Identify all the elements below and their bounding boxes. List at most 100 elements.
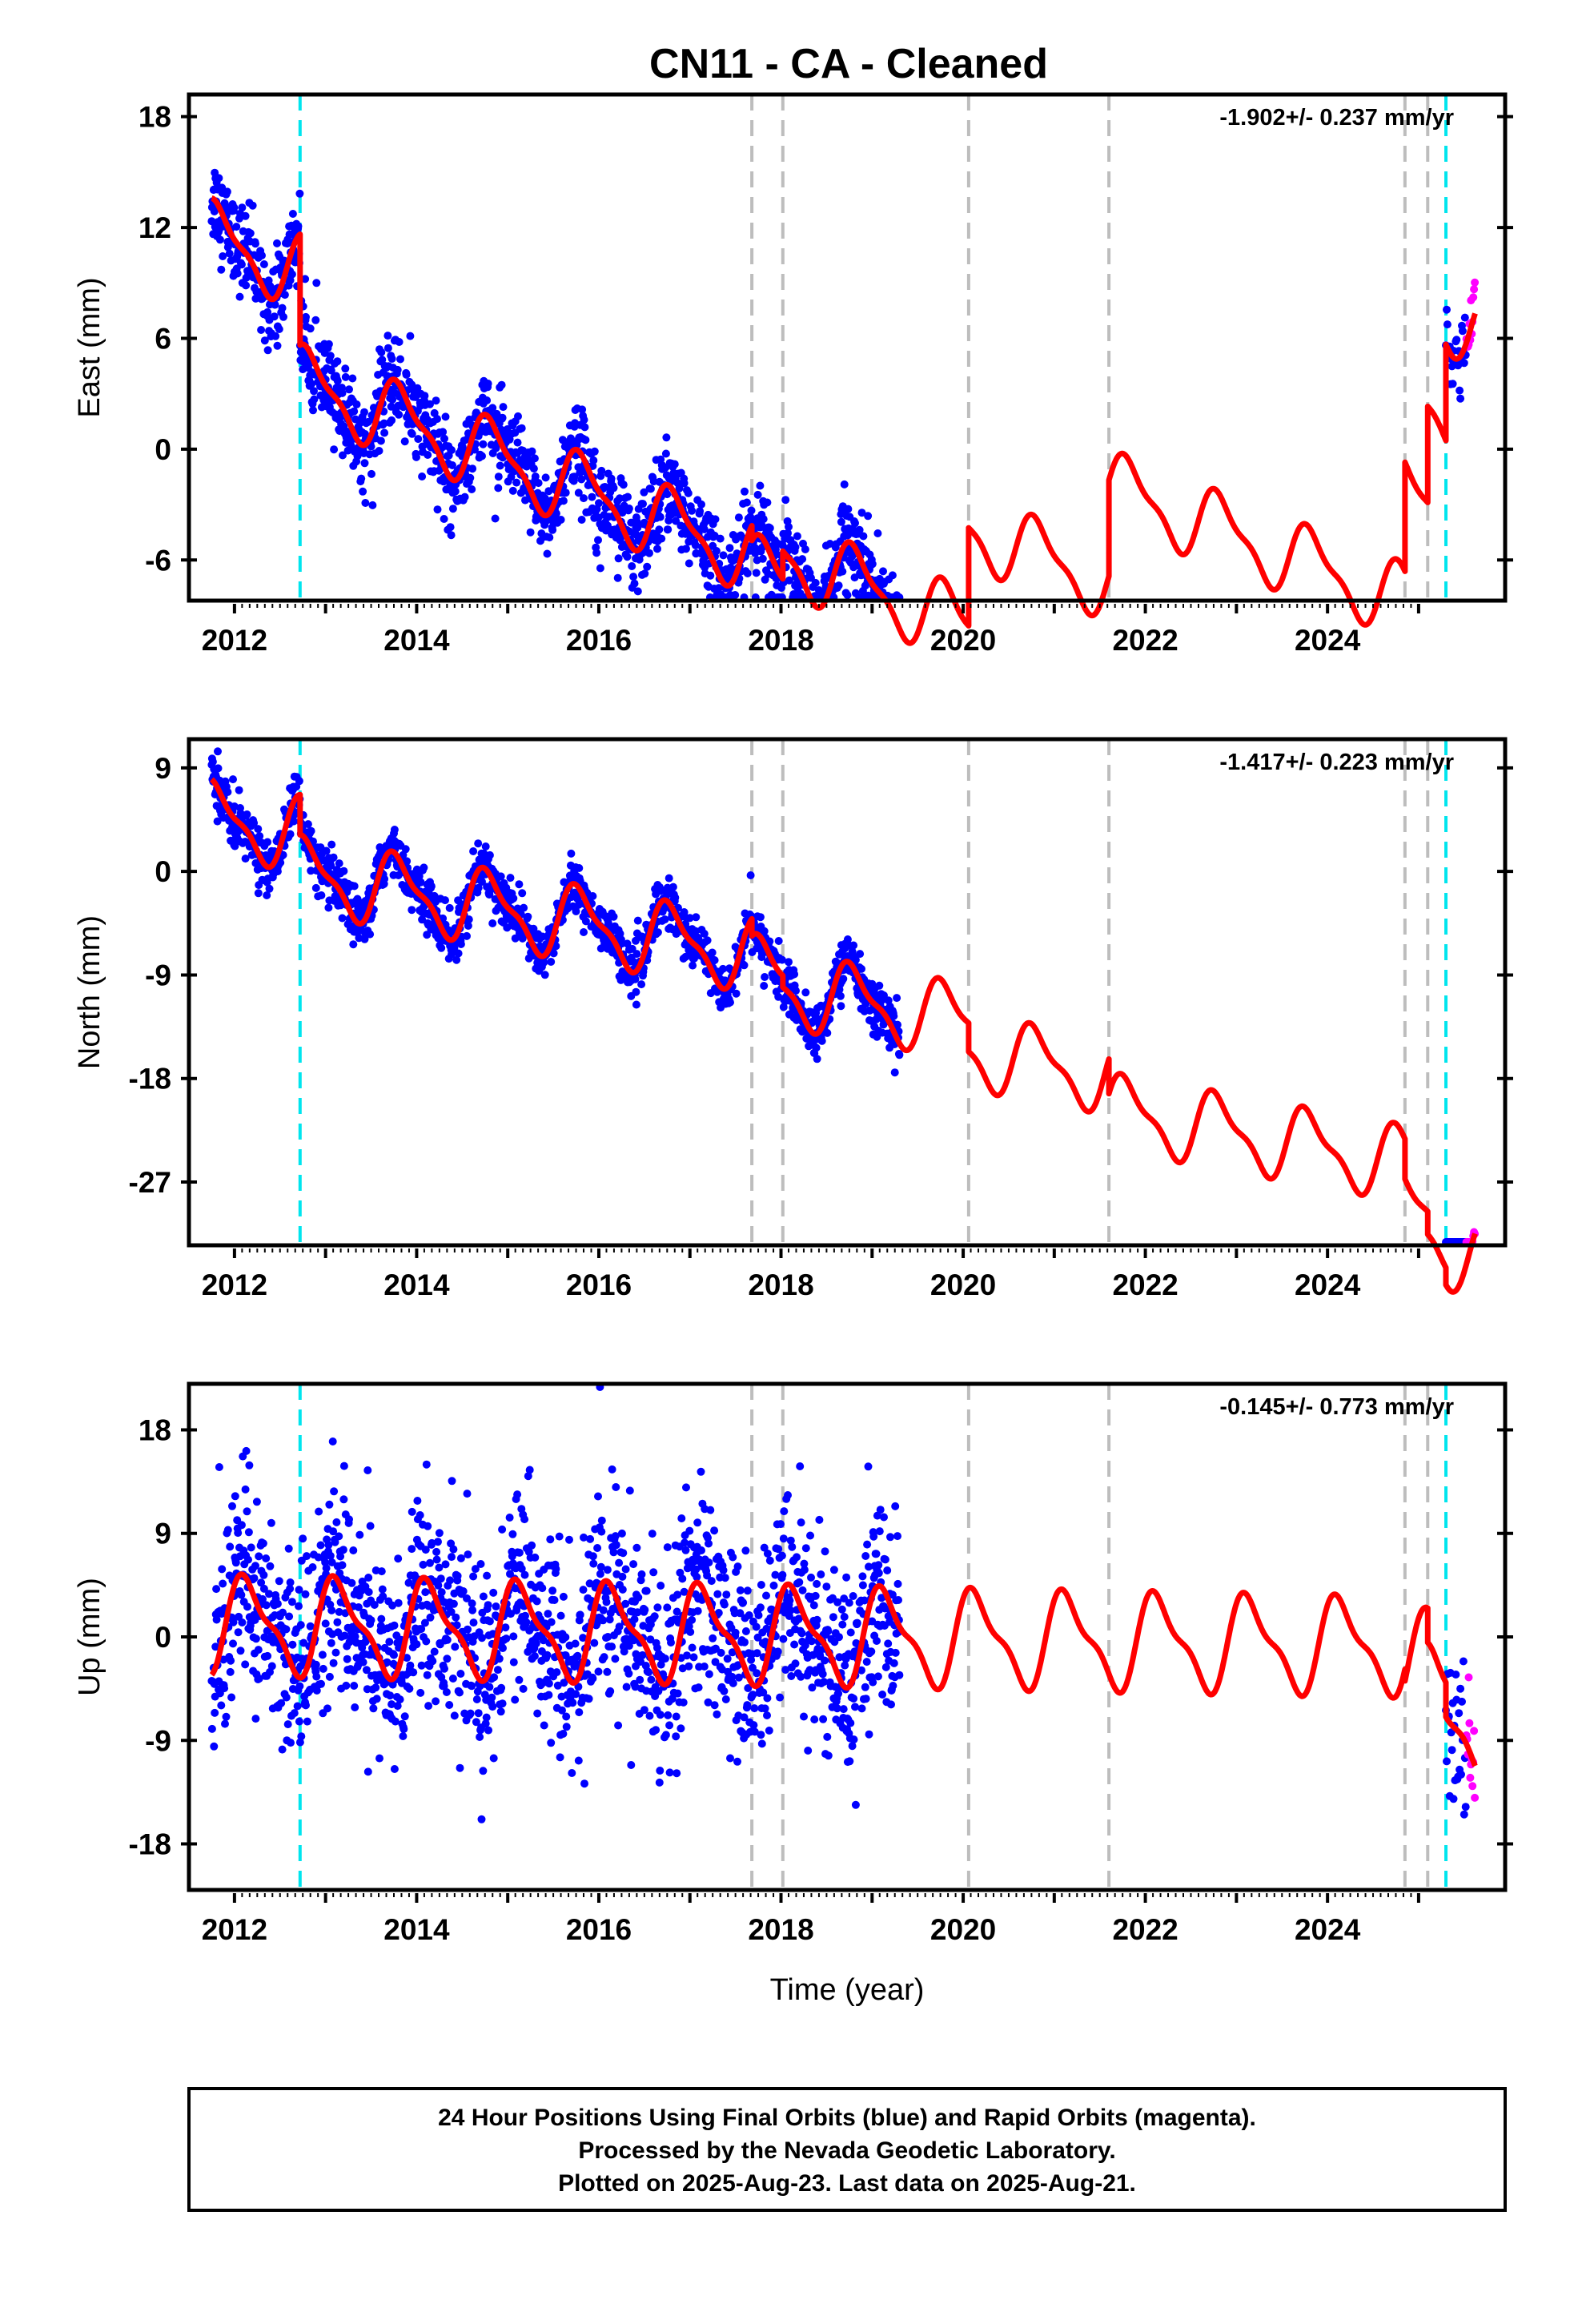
final-orbit-point [303, 1717, 311, 1726]
final-orbit-point [760, 982, 769, 990]
final-orbit-point [694, 1683, 703, 1692]
final-orbit-point [453, 1571, 462, 1580]
final-orbit-point [499, 403, 508, 412]
final-orbit-point [448, 446, 456, 454]
final-orbit-point [432, 1555, 441, 1564]
final-orbit-point [552, 1565, 560, 1574]
final-orbit-point [477, 1815, 486, 1823]
final-orbit-point [217, 265, 226, 274]
final-orbit-point [377, 1567, 386, 1576]
final-orbit-point [312, 279, 321, 287]
final-orbit-point [331, 1648, 340, 1657]
final-orbit-point [488, 919, 497, 927]
final-orbit-point [720, 1687, 729, 1695]
final-orbit-point [318, 1651, 327, 1659]
final-orbit-point [243, 810, 251, 818]
final-orbit-point [502, 1634, 511, 1643]
final-orbit-point [330, 1487, 339, 1496]
final-orbit-point [319, 1664, 327, 1673]
final-orbit-point [360, 408, 368, 416]
final-orbit-point [278, 1745, 287, 1754]
final-orbit-point [301, 1590, 310, 1598]
final-orbit-point [556, 516, 565, 524]
final-orbit-point [464, 915, 473, 924]
final-orbit-point [513, 438, 522, 447]
final-orbit-point [376, 436, 385, 445]
final-orbit-point [290, 1709, 299, 1718]
final-orbit-point [241, 854, 250, 863]
final-orbit-point [275, 1577, 283, 1586]
final-orbit-point [387, 355, 396, 363]
final-orbit-point [347, 441, 355, 450]
final-orbit-point [530, 1652, 539, 1660]
final-orbit-point [589, 1559, 598, 1568]
final-orbit-point [485, 850, 494, 859]
final-orbit-point [250, 818, 259, 827]
final-orbit-point [823, 1028, 832, 1037]
final-orbit-point [483, 396, 492, 404]
final-orbit-point [675, 484, 684, 493]
final-orbit-point [577, 516, 586, 524]
final-orbit-point [349, 940, 358, 949]
final-orbit-point [633, 916, 642, 925]
final-orbit-point [436, 1574, 445, 1583]
final-orbit-point [366, 1522, 375, 1530]
final-orbit-point [302, 1701, 310, 1710]
final-orbit-point [263, 838, 272, 846]
final-orbit-point [759, 515, 768, 524]
final-orbit-point [632, 1000, 640, 1009]
final-orbit-point [729, 1553, 737, 1562]
final-orbit-point [251, 1715, 260, 1723]
x-tick-label: 2012 [202, 1269, 267, 1301]
final-orbit-point [286, 1578, 295, 1586]
footer-line-1: 24 Hour Positions Using Final Orbits (bl… [438, 2105, 1256, 2131]
final-orbit-point [348, 374, 357, 383]
final-orbit-point [844, 505, 853, 513]
final-orbit-point [423, 1671, 432, 1679]
final-orbit-point [418, 472, 427, 480]
final-orbit-point [547, 1739, 556, 1747]
final-orbit-point [317, 891, 326, 899]
final-orbit-point [286, 830, 295, 838]
final-orbit-point [631, 975, 640, 983]
final-orbit-point [890, 1068, 899, 1077]
final-orbit-point [377, 348, 386, 356]
final-orbit-point [339, 1495, 348, 1504]
final-orbit-point [722, 1590, 731, 1599]
final-orbit-point [1452, 336, 1461, 344]
final-orbit-point [614, 554, 623, 563]
final-orbit-point [408, 906, 416, 915]
final-orbit-point [496, 872, 505, 881]
final-orbit-point [408, 1545, 416, 1554]
final-orbit-point [451, 487, 460, 496]
final-orbit-point [412, 452, 420, 461]
final-orbit-point [731, 591, 740, 599]
final-orbit-point [413, 1497, 422, 1505]
final-orbit-point [801, 988, 810, 997]
final-orbit-point [360, 459, 369, 468]
final-orbit-point [607, 474, 616, 483]
final-orbit-point [530, 454, 539, 463]
final-orbit-point [489, 1754, 498, 1763]
final-orbit-point [414, 435, 423, 444]
final-orbit-point [259, 1539, 267, 1548]
final-orbit-point [653, 1603, 662, 1612]
footer-line-2: Processed by the Nevada Geodetic Laborat… [578, 2137, 1115, 2164]
final-orbit-point [624, 493, 632, 501]
final-orbit-point [559, 1730, 568, 1738]
final-orbit-point [706, 1506, 715, 1514]
final-orbit-point [758, 554, 767, 563]
x-tick-label: 2012 [202, 624, 267, 657]
final-orbit-point [680, 479, 689, 488]
final-orbit-point [643, 562, 652, 571]
final-orbit-point [231, 1492, 239, 1501]
final-orbit-point [540, 958, 548, 967]
final-orbit-point [383, 332, 392, 340]
final-orbit-point [544, 1610, 552, 1618]
final-orbit-point [369, 1704, 378, 1713]
final-orbit-point [879, 567, 887, 576]
final-orbit-point [494, 472, 503, 481]
final-orbit-point [223, 788, 232, 796]
final-orbit-point [609, 484, 618, 493]
final-orbit-point [488, 1703, 497, 1711]
